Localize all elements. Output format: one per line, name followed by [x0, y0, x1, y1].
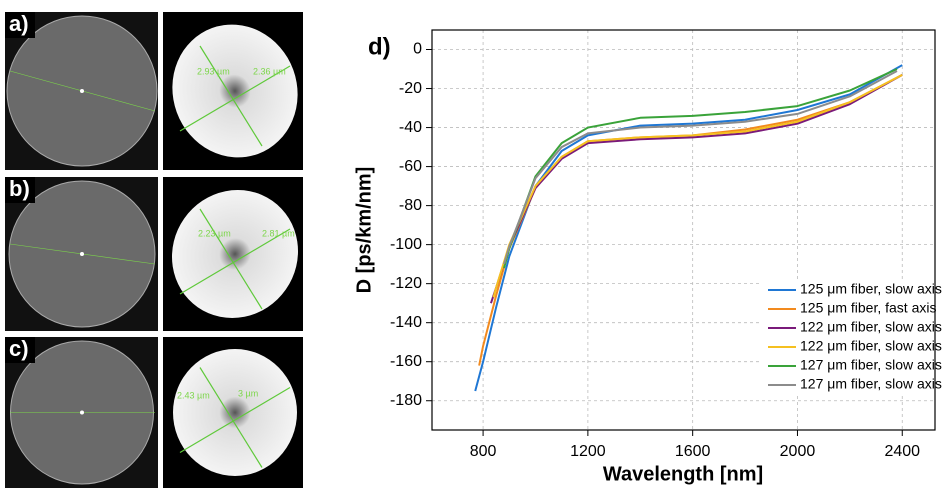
series-line — [503, 70, 898, 265]
legend-label: 125 μm fiber, slow axis — [800, 281, 942, 297]
x-tick-label: 800 — [470, 443, 497, 460]
legend-label: 122 μm fiber, slow axis — [800, 319, 942, 335]
measurement: 2.81 µm — [262, 228, 295, 238]
measurement: 2.23 µm — [198, 228, 231, 238]
core-dot — [80, 252, 84, 256]
y-tick-label: -100 — [390, 236, 422, 253]
y-tick-label: -40 — [399, 119, 422, 136]
panel-label: d) — [368, 33, 391, 60]
measurement: 2.43 µm — [177, 390, 210, 400]
core-dot — [80, 89, 84, 93]
x-tick-label: 2000 — [780, 443, 816, 460]
measure-arrow — [199, 208, 263, 310]
panel-label-bg — [5, 177, 35, 203]
series-line — [489, 74, 903, 304]
x-axis-label: Wavelength [nm] — [603, 463, 763, 485]
measurement: 2.36 µm — [253, 66, 286, 76]
y-tick-label: -80 — [399, 197, 422, 214]
micrographs: a) 2.93 µm 2.36 µm b) 2.23 µm 2.81 µm c) 2.43 µ… — [5, 11, 303, 488]
panel-label-bg — [5, 12, 35, 38]
core-mode — [173, 349, 297, 476]
x-tick-label: 1200 — [570, 443, 606, 460]
legend-label: 125 μm fiber, fast axis — [800, 300, 936, 316]
measure-arrow — [179, 386, 291, 454]
y-tick-label: -60 — [399, 158, 422, 175]
measurement: 2.93 µm — [197, 66, 230, 76]
core-mode — [171, 189, 299, 319]
panel-label: a) — [9, 11, 29, 36]
core-mode — [172, 24, 298, 158]
measure-arrow — [179, 65, 291, 132]
y-tick-label: -120 — [390, 275, 422, 292]
x-tick-label: 1600 — [675, 443, 711, 460]
y-tick-label: -140 — [390, 314, 422, 331]
measure-arrow — [179, 228, 291, 295]
measure-arrow — [199, 367, 263, 468]
panel-label: b) — [9, 176, 30, 201]
plot-frame — [431, 29, 936, 431]
legend-label: 127 μm fiber, slow axis — [800, 357, 942, 373]
measurement: 3 µm — [238, 388, 258, 398]
core-dot — [80, 410, 84, 415]
legend-bg — [762, 279, 933, 395]
panel-label: c) — [9, 336, 29, 361]
measure-arrow — [199, 45, 263, 147]
y-tick-label: -20 — [399, 80, 422, 97]
y-tick-label: -160 — [390, 353, 422, 370]
legend-label: 122 μm fiber, slow axis — [800, 338, 942, 354]
y-tick-label: 0 — [413, 41, 422, 58]
legend-label: 127 μm fiber, slow axis — [800, 376, 942, 392]
y-axis-label: D [ps/km/nm] — [353, 167, 375, 294]
series-line — [474, 64, 903, 392]
y-tick-label: -180 — [390, 392, 422, 409]
x-tick-label: 2400 — [884, 443, 920, 460]
panel-label-bg — [5, 337, 35, 363]
